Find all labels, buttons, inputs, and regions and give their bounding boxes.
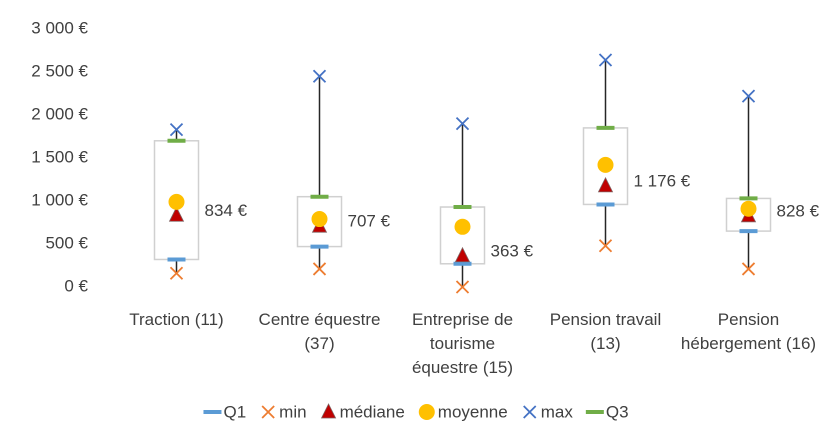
y-tick-label: 2 000 € (31, 104, 88, 123)
data-label: 707 € (348, 212, 391, 231)
marker-circle (168, 193, 185, 210)
legend: Q1 min médiane moyenne max Q3 (203, 402, 629, 421)
marker-triangle (320, 403, 337, 419)
x-tick-label: Pension hébergement (16) (680, 310, 817, 353)
marker-circle (311, 211, 328, 228)
legend-label: médiane (340, 402, 405, 421)
marker-x (455, 116, 470, 131)
legend-label: moyenne (438, 402, 508, 421)
marker-circle (454, 218, 471, 235)
legend-item: médiane (320, 402, 405, 421)
marker-x (741, 89, 756, 103)
y-tick-label: 0 € (64, 276, 88, 295)
marker-x (169, 122, 184, 137)
legend-item: Q1 (203, 402, 246, 421)
data-label: 834 € (205, 201, 248, 220)
data-label: 1 176 € (634, 171, 691, 190)
y-tick-label: 3 000 € (31, 18, 88, 37)
marker-x (312, 262, 327, 276)
marker-circle (418, 404, 435, 420)
x-tick-label: Entreprise de tourisme équestre (15) (411, 310, 514, 377)
legend-label: Q1 (223, 402, 246, 421)
marker-x (598, 239, 613, 253)
marker-circle (597, 156, 614, 173)
data-label: 828 € (777, 201, 820, 220)
x-tick-label: Traction (11) (129, 310, 224, 329)
y-tick-label: 1 000 € (31, 190, 88, 209)
marker-x (261, 405, 275, 419)
legend-item: Q3 (585, 402, 629, 421)
marker-triangle (454, 246, 471, 263)
marker-triangle (168, 206, 185, 222)
legend-label: min (279, 402, 306, 421)
marker-circle (740, 200, 757, 217)
marker-triangle (597, 176, 614, 193)
marker-x (598, 53, 613, 67)
marker-x (312, 69, 327, 83)
marker-x (455, 280, 470, 294)
y-tick-label: 2 500 € (31, 61, 88, 80)
data-label: 363 € (491, 241, 534, 260)
x-tick-label: Centre équestre (37) (258, 310, 381, 353)
legend-label: Q3 (606, 402, 629, 421)
legend-label: max (541, 402, 574, 421)
x-tick-label: Pension travail (13) (549, 310, 662, 353)
legend-item: min (261, 402, 307, 421)
legend-item: moyenne (418, 402, 508, 421)
marker-x (169, 266, 184, 280)
marker-x (523, 405, 537, 419)
y-tick-label: 500 € (45, 233, 88, 252)
legend-item: max (523, 402, 574, 421)
y-tick-label: 1 500 € (31, 147, 88, 166)
marker-x (741, 262, 756, 276)
